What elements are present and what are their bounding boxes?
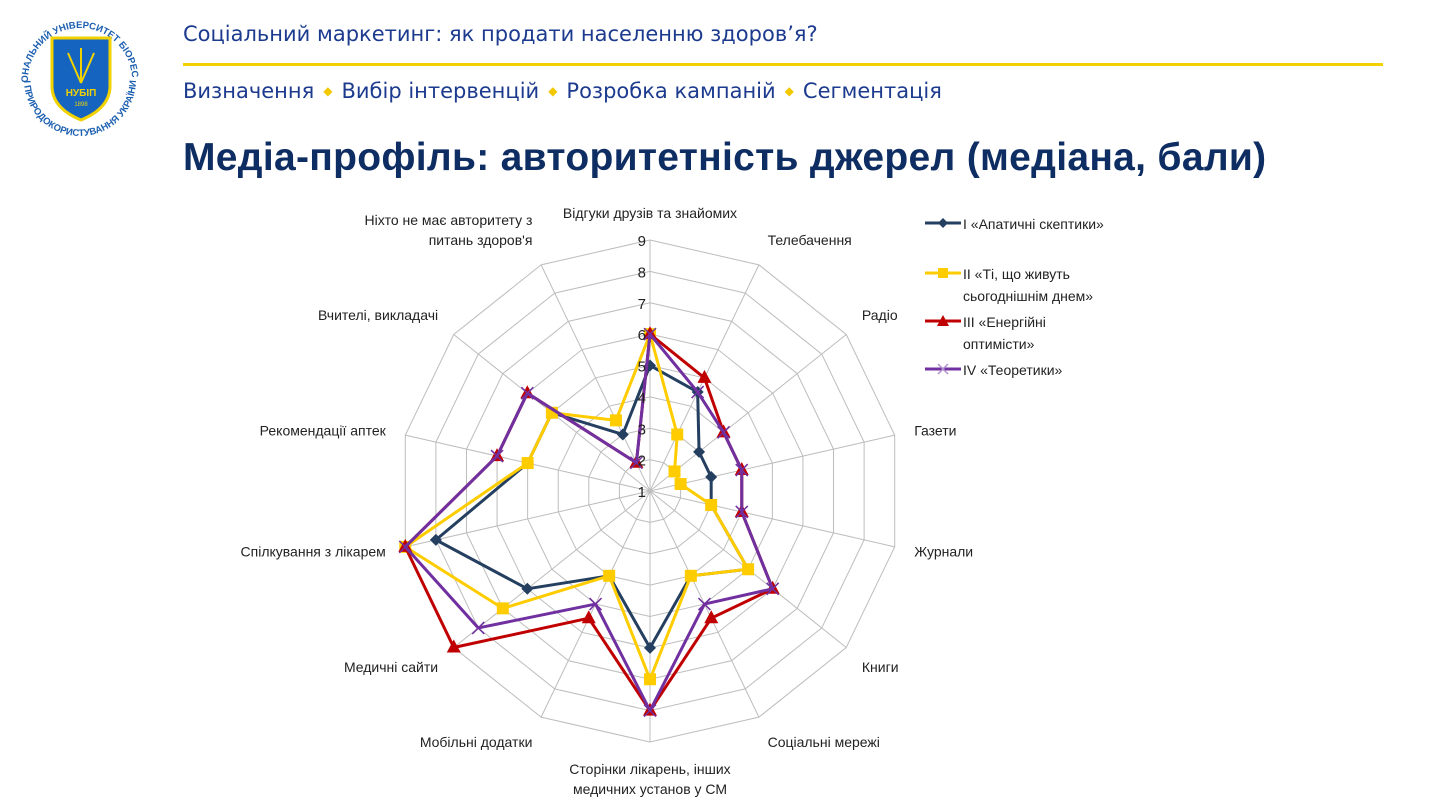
data-point: [742, 563, 755, 576]
data-point: [643, 704, 657, 718]
data-point: [704, 610, 719, 624]
category-label: Відгуки друзів та знайомих: [563, 205, 737, 221]
data-point: [735, 505, 749, 519]
data-point: [429, 533, 442, 546]
triangle-marker-icon: [925, 315, 961, 326]
logo-year: 1898: [74, 102, 88, 108]
data-point: [697, 597, 711, 611]
category-label: Телебачення: [768, 232, 852, 248]
category-label: Рекомендації аптек: [260, 423, 387, 439]
data-point: [705, 498, 718, 511]
diamond-marker-icon: [925, 218, 961, 228]
logo-abbr: НУБІП: [66, 88, 97, 99]
category-label: Журнали: [914, 543, 973, 559]
category-label: Мобільні додатки: [420, 734, 533, 750]
data-point: [643, 326, 657, 340]
legend-label: IV «Теоретики»: [963, 362, 1063, 378]
category-label: Радіо: [862, 307, 898, 323]
axis-tick-label: 9: [638, 233, 646, 250]
legend-label: I «Апатичні скептики»: [963, 216, 1104, 232]
grid-spoke: [405, 490, 651, 548]
legend-label: III «Енергійні оптимісти»: [963, 314, 1046, 352]
axis-tick-label: 3: [638, 421, 646, 438]
grid-spoke: [453, 490, 651, 648]
course-title: Соціальний маркетинг: як продати населен…: [183, 22, 818, 46]
data-point: [496, 602, 509, 615]
axis-tick-label: 7: [638, 296, 646, 313]
data-point: [766, 582, 780, 596]
data-point: [671, 428, 684, 441]
axis-tick-label: 1: [638, 484, 646, 501]
category-label: Соціальні мережі: [768, 734, 880, 750]
data-point: [643, 327, 657, 341]
data-point: [446, 639, 461, 653]
category-label: Спілкування з лікарем: [241, 543, 386, 559]
series-line-2: [403, 332, 750, 681]
category-label: Ніхто не має авторитету з питань здоров'я: [365, 212, 533, 248]
axis-tick-label: 8: [638, 264, 646, 281]
axis-tick-label: 2: [638, 453, 646, 470]
data-point: [616, 428, 629, 441]
category-label: Книги: [862, 659, 899, 675]
grid-spoke: [649, 334, 847, 492]
data-point: [589, 597, 603, 611]
data-point: [471, 621, 485, 635]
square-marker-icon: [925, 268, 961, 278]
data-point: [609, 414, 622, 427]
x-marker-icon: [925, 363, 961, 375]
data-point: [521, 582, 534, 595]
data-point: [644, 673, 656, 686]
data-point: [581, 610, 596, 624]
diamond-bullet-icon: ◆: [784, 84, 794, 98]
data-point: [705, 471, 718, 484]
data-point: [668, 465, 681, 478]
section-nav: Визначення ◆ Вибір інтервенцій ◆ Розробк…: [183, 79, 942, 103]
category-label: Газети: [914, 423, 956, 439]
data-point: [629, 456, 643, 470]
category-label: Медичні сайти: [344, 659, 438, 675]
data-point: [520, 386, 534, 400]
data-point: [684, 569, 697, 582]
diamond-bullet-icon: ◆: [323, 84, 333, 98]
university-logo: НАЦІОНАЛЬНИЙ УНІВЕРСИТЕТ БІОРЕСУРСІВ І П…: [10, 8, 140, 138]
data-point: [603, 569, 616, 582]
legend-label: II «Ті, що живуть сьогоднішнім днем»: [963, 266, 1094, 304]
nav-item-segmentation[interactable]: Сегментація: [802, 79, 942, 103]
grid-spoke: [649, 434, 895, 492]
data-point: [735, 463, 749, 477]
data-point: [521, 457, 534, 470]
grid-spoke: [649, 490, 895, 548]
grid-spoke: [540, 264, 651, 492]
nav-item-campaigns[interactable]: Розробка кампаній: [566, 79, 776, 103]
data-point: [674, 478, 687, 491]
data-point: [693, 445, 706, 458]
legend-item-series-2: II «Ті, що живуть сьогоднішнім днем»: [925, 263, 1125, 307]
slide-title: Медіа-профіль: авторитетність джерел (ме…: [183, 136, 1267, 179]
header-divider: [183, 63, 1383, 66]
axis-tick-label: 6: [638, 327, 646, 344]
axis-tick-label: 5: [638, 359, 646, 376]
data-point: [697, 369, 712, 383]
legend-item-series-1: I «Апатичні скептики»: [925, 213, 1104, 235]
wheat-icon: [67, 48, 95, 84]
legend-item-series-4: IV «Теоретики»: [925, 359, 1062, 381]
data-point: [644, 641, 656, 654]
nav-item-definition[interactable]: Визначення: [183, 79, 315, 103]
category-label: Вчителі, викладачі: [318, 307, 438, 323]
axis-tick-label: 4: [638, 390, 646, 407]
data-point: [490, 449, 504, 463]
data-point: [398, 540, 412, 554]
diamond-bullet-icon: ◆: [548, 84, 558, 98]
data-point: [717, 425, 731, 439]
nav-item-interventions[interactable]: Вибір інтервенцій: [341, 79, 540, 103]
data-point: [691, 385, 705, 399]
legend-item-series-3: III «Енергійні оптимісти»: [925, 311, 1105, 355]
category-label: Сторінки лікарень, інших медичних установ…: [569, 761, 730, 797]
